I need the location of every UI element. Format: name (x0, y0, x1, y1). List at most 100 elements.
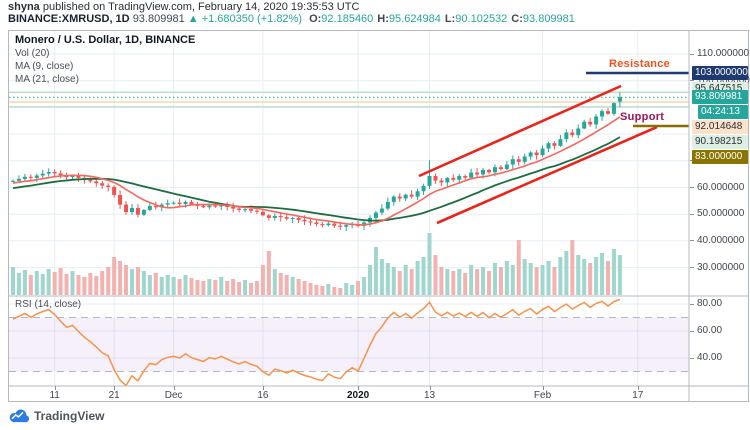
volume-bar (88, 273, 93, 295)
ohlc-label: H: (377, 13, 389, 25)
volume-bar (522, 259, 527, 295)
candle (88, 179, 93, 182)
time-tick-mark (358, 386, 360, 390)
candle (266, 215, 271, 218)
volume-bar (409, 269, 414, 295)
candle (237, 208, 242, 210)
volume-bar (118, 261, 123, 295)
volume-bar (254, 281, 259, 295)
channel-lower-line (436, 125, 658, 225)
volume-bar (439, 267, 444, 295)
volume-bar (165, 275, 170, 295)
candle (254, 210, 259, 212)
volume-bar (385, 263, 390, 295)
volume-bar (58, 268, 63, 295)
volume-bar (130, 269, 134, 295)
price-tick-label: 110.000000 (697, 48, 750, 59)
volume-bar (546, 261, 551, 295)
candle (141, 209, 146, 215)
volume-bar (433, 255, 438, 295)
volume-bar (171, 277, 176, 295)
chart-container[interactable]: Monero / U.S. Dollar, 1D, BINANCE Vol (2… (8, 30, 750, 403)
time-axis[interactable]: 11 21 Dec 16 2020 13 Feb 17 (9, 386, 750, 403)
candle (528, 152, 533, 157)
time-tick-label: 13 (423, 390, 436, 401)
candle (576, 128, 581, 136)
volume-bar (534, 267, 539, 295)
volume-bar (76, 275, 81, 295)
support-label[interactable]: Support (620, 111, 665, 123)
candle (487, 169, 491, 173)
price-tick-mark (690, 187, 694, 188)
price-axis[interactable]: 110.000000100.00000070.00000060.00000050… (689, 31, 750, 386)
candle (147, 205, 152, 210)
candle (498, 167, 503, 170)
volume-bar (40, 274, 45, 295)
legend-item-volume[interactable]: Vol (20) (15, 48, 50, 59)
candle (201, 205, 206, 208)
volume-bar (594, 257, 599, 295)
volume-bar (189, 278, 194, 295)
candle (451, 177, 456, 180)
candle (344, 225, 349, 227)
candle (177, 202, 182, 205)
candle (183, 201, 188, 205)
author-name: shyna (8, 1, 40, 13)
volume-bar (421, 257, 426, 295)
volume-bars (11, 233, 622, 295)
candle (439, 180, 444, 183)
volume-bar (368, 265, 372, 295)
volume-bar (284, 275, 289, 295)
volume-bar (540, 265, 545, 295)
resistance-label[interactable]: Resistance (609, 58, 671, 70)
candle (76, 176, 81, 178)
candle (326, 223, 331, 226)
chart-legend: Monero / U.S. Dollar, 1D, BINANCE Vol (2… (15, 34, 195, 86)
legend-title[interactable]: Monero / U.S. Dollar, 1D, BINANCE (15, 34, 196, 46)
candle (296, 217, 301, 220)
publish-text: published on TradingView.com, February 1… (39, 1, 360, 13)
volume-bar (445, 269, 450, 295)
volume-bar (135, 267, 140, 295)
candle (516, 159, 521, 162)
rsi-tick-label: 60.00 (697, 325, 723, 336)
candle (94, 181, 99, 184)
volume-bar (373, 247, 378, 295)
price-chart-svg[interactable] (9, 31, 748, 401)
tradingview-watermark[interactable]: TradingView (8, 406, 104, 426)
time-tick-label: Feb (533, 390, 552, 401)
legend-item-ma9[interactable]: MA (9, close) (15, 61, 74, 72)
price-axis-badge: 90.198215 (692, 135, 748, 149)
time-tick-mark (637, 386, 639, 390)
time-tick-mark (429, 386, 431, 390)
time-tick-label: 16 (257, 390, 269, 401)
volume-bar (427, 233, 432, 295)
volume-bar (457, 269, 462, 295)
volume-bar (231, 279, 236, 295)
legend-item-ma21[interactable]: MA (21, close) (15, 74, 79, 85)
volume-bar (225, 281, 230, 295)
volume-bar (201, 281, 206, 295)
time-tick-label: 11 (49, 390, 60, 401)
candle (320, 224, 325, 226)
volume-bar (498, 267, 503, 295)
volume-bar (564, 251, 569, 295)
candle (522, 156, 527, 162)
price-axis-badge: 83.000000 (692, 150, 748, 164)
volume-bar (94, 276, 99, 295)
time-tick-mark (114, 386, 116, 390)
pane-dividers (9, 31, 748, 401)
candle (427, 176, 432, 186)
candle (594, 116, 599, 125)
candle (314, 222, 319, 225)
candle (463, 176, 468, 178)
volume-bar (379, 259, 384, 295)
candle (16, 178, 21, 181)
rsi-pane-label[interactable]: RSI (14, close) (15, 299, 82, 310)
candle (165, 203, 170, 205)
candle (475, 172, 480, 175)
volume-bar (207, 279, 212, 295)
candle (558, 139, 563, 146)
candle (617, 97, 622, 102)
trend-channel[interactable] (418, 84, 658, 225)
